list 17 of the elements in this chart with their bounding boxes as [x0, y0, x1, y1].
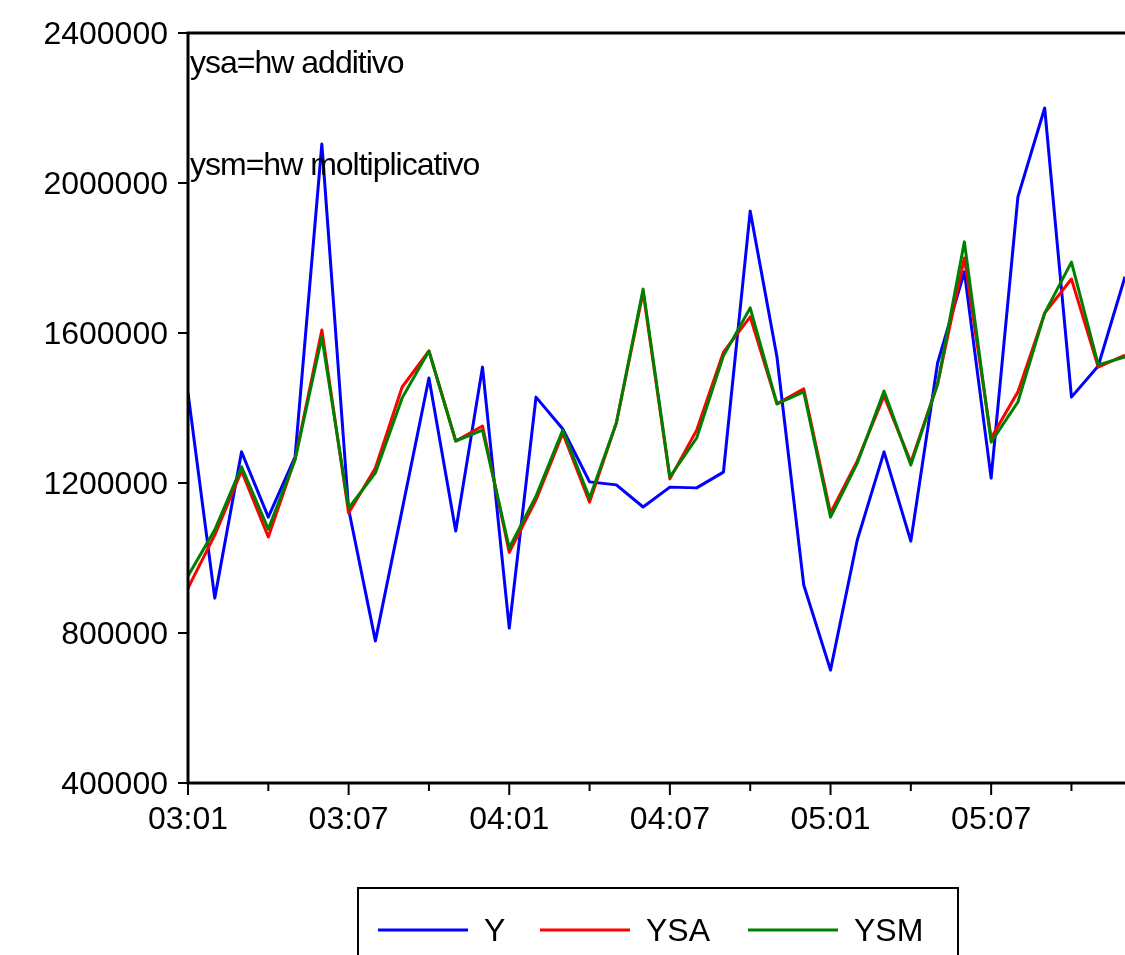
y-tick-label: 1600000	[43, 315, 168, 352]
y-tick-label: 2400000	[43, 15, 168, 52]
x-tick-label: 04:07	[629, 800, 710, 836]
y-tick-label: 800000	[61, 615, 168, 652]
legend-label: YSA	[646, 912, 711, 949]
legend-label: YSM	[854, 912, 924, 949]
annotation: ysa=hw additivo	[190, 44, 404, 80]
y-tick-label: 2000000	[43, 165, 168, 202]
y-tick-label: 400000	[61, 765, 168, 802]
x-tick-label: 04:01	[469, 800, 550, 836]
line-series	[188, 106, 1125, 672]
x-tick-label: 03:07	[308, 800, 389, 836]
y-tick-label: 1200000	[43, 465, 168, 502]
x-tick-label: 05:07	[951, 800, 1032, 836]
legend-label: Y	[484, 912, 506, 949]
x-tick-label: 03:01	[147, 800, 229, 836]
x-tick-label: 05:01	[790, 800, 871, 836]
